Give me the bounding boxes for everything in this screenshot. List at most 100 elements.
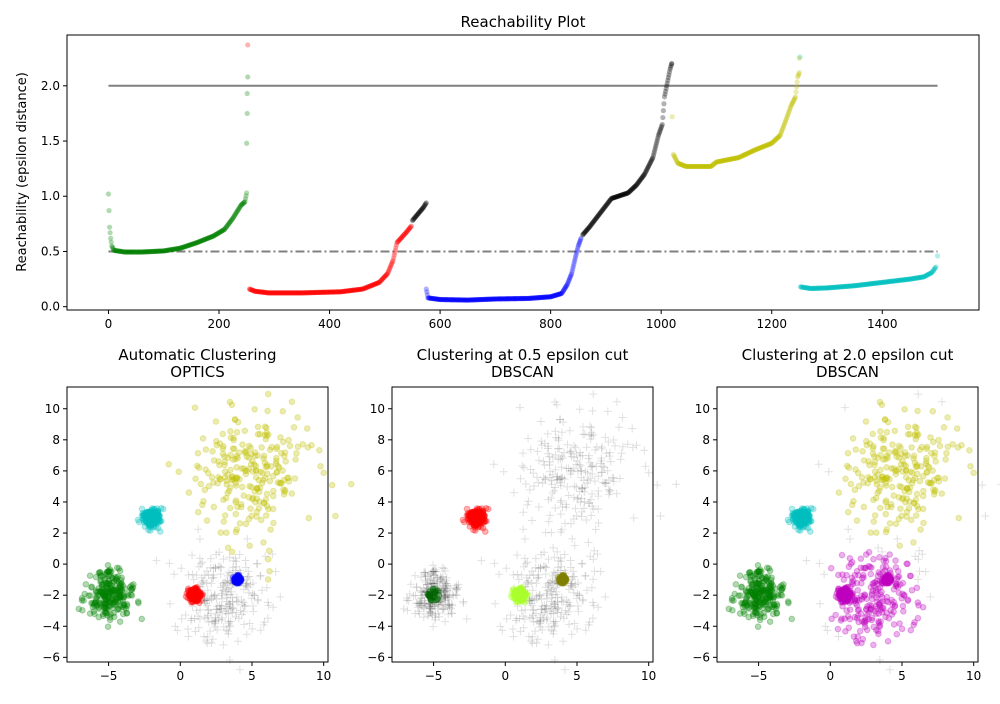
cluster-point	[737, 573, 743, 579]
reachability-point	[661, 101, 666, 106]
noise-marker	[527, 446, 535, 454]
cluster-point	[247, 543, 253, 549]
cluster-point	[235, 577, 241, 583]
cluster-point	[233, 480, 239, 486]
cluster-point	[88, 593, 94, 599]
cluster-point	[200, 436, 206, 442]
cluster-point	[760, 590, 766, 596]
noise-marker	[243, 630, 251, 638]
reachability-outlier-point	[669, 61, 674, 66]
x-tick-label: 10	[316, 669, 331, 683]
cluster-point	[255, 432, 261, 438]
noise-marker	[535, 456, 543, 464]
cluster-point	[261, 540, 267, 546]
noise-marker	[834, 632, 842, 640]
noise-marker	[545, 518, 553, 526]
cluster-point	[261, 453, 267, 459]
subplot-title-line: Clustering at 0.5 epsilon cut	[417, 346, 629, 364]
cluster-point	[216, 474, 222, 480]
x-tick-label: 800	[539, 317, 562, 331]
y-tick-label: 10	[45, 402, 60, 416]
noise-marker	[539, 473, 547, 481]
noise-marker	[598, 468, 606, 476]
cluster-point	[281, 487, 287, 493]
noise-marker	[522, 480, 530, 488]
noise-marker	[219, 641, 227, 649]
cluster-point	[213, 419, 219, 425]
cluster-point	[242, 428, 248, 434]
cluster-point	[286, 437, 292, 443]
noise-marker	[490, 559, 498, 567]
cluster-point	[238, 504, 244, 510]
cluster-point	[518, 593, 524, 599]
noise-marker	[272, 568, 280, 576]
noise-marker	[516, 404, 524, 412]
cluster-point	[195, 509, 201, 515]
noise-marker	[607, 457, 615, 465]
cluster-point	[333, 513, 339, 519]
noise-marker	[196, 606, 204, 614]
noise-marker	[534, 479, 542, 487]
noise-marker	[490, 460, 498, 468]
cluster-point	[263, 513, 269, 519]
cluster-point	[289, 399, 295, 405]
cluster-point	[97, 598, 103, 604]
y-tick-label: 2	[52, 526, 60, 540]
cluster-point	[254, 514, 260, 520]
cluster-point	[268, 527, 274, 533]
cluster-points	[726, 399, 976, 648]
cluster-point	[158, 529, 164, 535]
subplot-title-line: DBSCAN	[816, 363, 879, 381]
cluster-point	[231, 435, 237, 441]
noise-marker	[217, 570, 225, 578]
reachability-point	[106, 208, 111, 213]
noise-marker	[844, 525, 852, 533]
noise-marker	[565, 620, 573, 628]
noise-marker	[604, 407, 612, 415]
noise-marker	[559, 454, 567, 462]
noise-marker	[173, 626, 181, 634]
noise-marker	[524, 497, 532, 505]
cluster-point	[478, 509, 484, 515]
cluster-point	[235, 419, 241, 425]
noise-marker	[633, 441, 641, 449]
noise-marker	[226, 656, 234, 664]
noise-marker	[578, 513, 586, 521]
noise-marker	[589, 575, 597, 583]
noise-marker	[165, 559, 173, 567]
noise-marker	[551, 656, 559, 664]
noise-marker	[568, 535, 576, 543]
cluster-point	[229, 549, 235, 555]
y-tick-label: 4	[52, 495, 60, 509]
subplot-title-line: Clustering at 2.0 epsilon cut	[742, 346, 954, 364]
noise-marker	[193, 607, 201, 615]
cluster-point	[766, 580, 772, 586]
noise-marker	[571, 542, 579, 550]
y-tick-label: −6	[42, 650, 60, 664]
noise-marker	[249, 602, 257, 610]
noise-marker	[656, 512, 664, 520]
y-tick-label: 0	[52, 557, 60, 571]
cluster-point	[746, 614, 752, 620]
x-tick-label: 10	[641, 669, 656, 683]
noise-marker	[177, 564, 185, 572]
noise-marker	[171, 622, 179, 630]
noise-marker	[459, 599, 467, 607]
cluster-point	[747, 570, 753, 576]
reachability-point	[107, 225, 112, 230]
noise-marker	[510, 489, 518, 497]
y-tick-label: 0.0	[41, 300, 60, 314]
noise-marker	[981, 512, 989, 520]
noise-marker	[520, 464, 528, 472]
cluster-point	[317, 448, 323, 454]
x-tick-label: −5	[100, 669, 118, 683]
cluster-point	[786, 600, 792, 606]
noise-marker	[234, 637, 242, 645]
cluster-point	[241, 493, 247, 499]
noise-marker	[606, 449, 614, 457]
reachability-axes-frame	[67, 35, 979, 310]
cluster-point	[196, 465, 202, 471]
subplot-title-line: Automatic Clustering	[118, 346, 276, 364]
noise-marker	[586, 423, 594, 431]
noise-marker	[264, 614, 272, 622]
